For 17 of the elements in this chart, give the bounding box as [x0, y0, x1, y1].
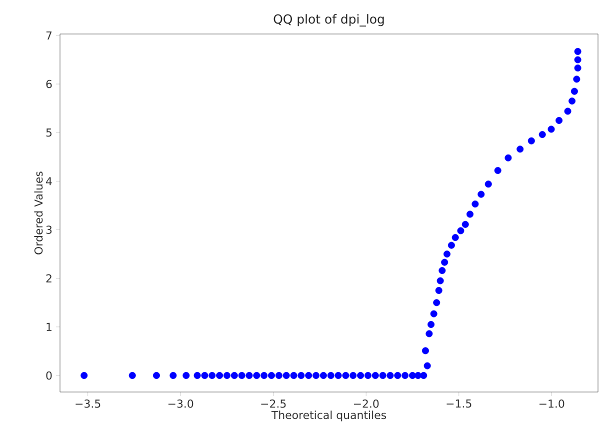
- y-tick-label: 0: [46, 371, 52, 380]
- x-tick-label: −2.5: [261, 400, 286, 408]
- x-tick-label: −2.0: [354, 400, 379, 408]
- x-axis-title: Theoretical quantiles: [271, 410, 386, 422]
- y-tick-label: 7: [46, 31, 52, 40]
- y-tick-label: 3: [46, 226, 52, 234]
- y-tick-label: 1: [46, 322, 52, 331]
- x-tick-label: −3.0: [168, 400, 194, 408]
- y-tick-label: 2: [46, 274, 52, 282]
- y-axis-title: Ordered Values: [34, 172, 43, 254]
- x-tick-label: −1.5: [446, 400, 472, 408]
- y-tick-label: 5: [46, 128, 52, 137]
- chart-title: QQ plot of dpi_log: [274, 14, 384, 26]
- x-tick-label: −3.5: [76, 400, 100, 408]
- y-tick-label: 4: [46, 177, 52, 186]
- y-tick-label: 6: [46, 80, 52, 88]
- x-tick-label: −1.0: [539, 400, 564, 408]
